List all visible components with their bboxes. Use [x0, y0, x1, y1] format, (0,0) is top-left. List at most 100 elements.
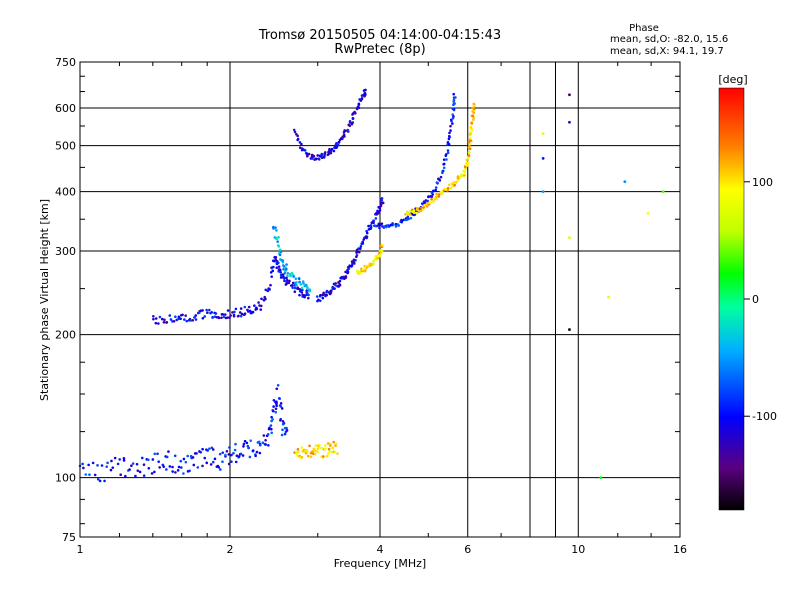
data-point: [467, 140, 471, 144]
data-point: [281, 419, 285, 423]
data-point: [300, 291, 304, 294]
data-point: [342, 133, 346, 137]
data-point: [226, 309, 230, 312]
data-point: [254, 454, 257, 458]
data-point: [451, 185, 454, 188]
data-point: [269, 283, 272, 287]
data-point: [208, 447, 211, 450]
data-point: [233, 448, 237, 452]
data-point: [189, 454, 193, 458]
data-point: [259, 304, 263, 308]
data-point: [100, 464, 104, 467]
data-point: [451, 122, 454, 125]
data-point: [452, 103, 455, 107]
data-point: [322, 291, 325, 295]
data-point: [320, 156, 324, 159]
data-point: [255, 307, 259, 311]
data-point: [193, 316, 196, 319]
data-point: [381, 243, 384, 247]
data-point: [96, 477, 100, 481]
data-point: [151, 458, 155, 461]
data-point: [351, 117, 355, 121]
data-point: [194, 318, 198, 321]
data-point: [442, 158, 446, 161]
data-point: [271, 269, 275, 273]
data-point: [468, 136, 472, 140]
data-point: [338, 279, 342, 283]
data-point: [165, 468, 168, 471]
data-point: [359, 99, 363, 102]
data-point: [288, 279, 291, 283]
data-point: [258, 451, 262, 455]
x-tick-label: 2: [227, 543, 234, 556]
data-point: [270, 431, 273, 435]
data-point: [435, 197, 438, 201]
data-point: [354, 112, 357, 115]
data-point: [298, 280, 301, 284]
data-point: [272, 259, 276, 263]
data-point: [270, 427, 273, 431]
data-point: [331, 446, 334, 450]
data-point: [285, 429, 289, 432]
data-point: [432, 200, 435, 203]
data-point: [541, 190, 545, 194]
data-point: [208, 308, 211, 312]
data-point: [278, 248, 282, 252]
data-point: [327, 452, 330, 455]
data-point: [221, 460, 224, 464]
data-point: [226, 316, 229, 319]
data-point: [138, 470, 142, 474]
data-point: [380, 198, 384, 202]
data-point: [281, 259, 284, 263]
data-point: [234, 460, 238, 464]
data-point: [412, 209, 416, 213]
data-point: [278, 397, 281, 400]
data-point: [249, 439, 253, 442]
data-point: [134, 474, 137, 478]
data-point: [219, 468, 222, 471]
data-point: [337, 141, 340, 144]
data-point: [358, 247, 362, 251]
data-point: [290, 271, 294, 275]
data-point: [344, 275, 348, 278]
data-point: [327, 447, 331, 451]
data-point: [98, 479, 102, 483]
data-point: [82, 466, 85, 470]
data-point: [122, 457, 126, 460]
data-point: [346, 128, 350, 132]
data-point: [217, 465, 221, 469]
data-point: [210, 446, 214, 450]
x-tick-label: 4: [377, 543, 384, 556]
data-point: [185, 319, 189, 323]
data-point: [283, 432, 287, 436]
data-point: [181, 313, 184, 317]
data-point: [285, 263, 288, 266]
y-axis-label: Stationary phase Virtual Height [km]: [38, 199, 51, 401]
data-point: [300, 455, 304, 459]
data-point: [471, 114, 475, 118]
data-point: [106, 461, 109, 465]
data-point: [154, 317, 158, 320]
data-point: [408, 213, 412, 216]
data-point: [278, 253, 282, 257]
data-point: [431, 189, 435, 193]
data-point: [430, 197, 433, 201]
data-point: [156, 452, 159, 456]
data-point: [103, 479, 106, 483]
data-point: [320, 154, 324, 157]
data-point: [211, 448, 215, 451]
data-point: [296, 450, 300, 454]
data-point: [277, 261, 280, 265]
data-point: [221, 451, 225, 454]
data-point: [319, 293, 322, 297]
data-point: [312, 154, 316, 158]
data-point: [441, 191, 444, 195]
data-point: [224, 453, 227, 457]
data-point: [113, 456, 117, 460]
data-point: [301, 288, 304, 292]
data-point: [275, 387, 279, 391]
colorbar-label: [deg]: [718, 73, 747, 86]
plot-frame: [79, 61, 681, 538]
data-point: [352, 260, 356, 264]
data-point: [227, 462, 231, 466]
